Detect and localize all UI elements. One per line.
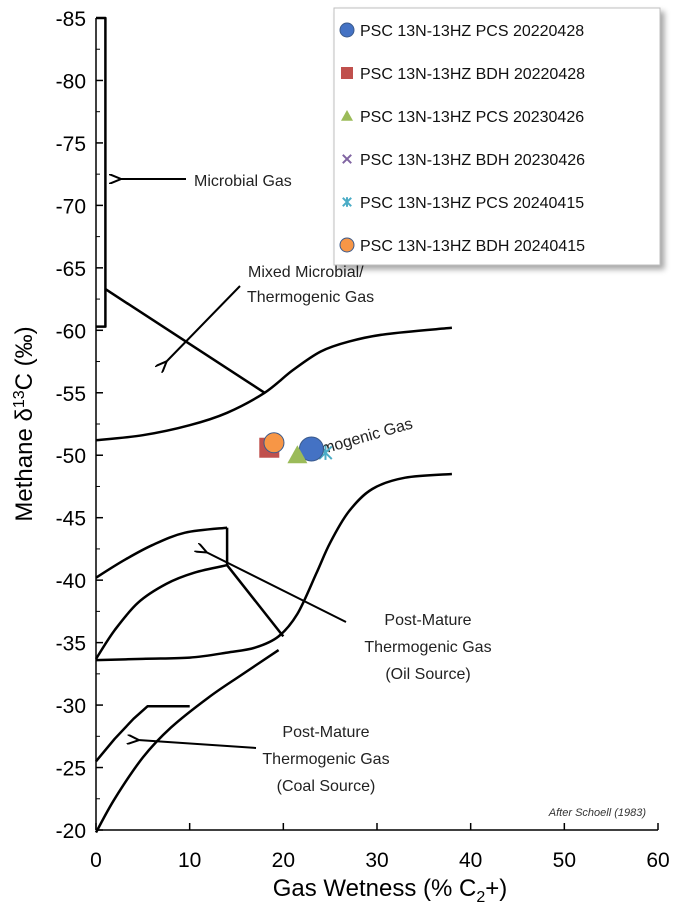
legend-item: PSC 13N-13HZ BDH 20230426 [342, 152, 585, 169]
label-oil-source-line1: Post-Mature [384, 612, 471, 629]
y-tick-label: -80 [56, 70, 86, 93]
label-mixed-gas-line2: Thermogenic Gas [247, 289, 374, 306]
legend-marker [341, 67, 353, 79]
y-axis-title: Methane δ13C (‰) [11, 326, 38, 521]
label-coal-source-line3: (Coal Source) [277, 778, 376, 795]
x-tick-label: 10 [178, 849, 201, 872]
y-tick-label: -45 [56, 508, 86, 531]
coal-field-outer-boundary [94, 649, 280, 834]
y-axis-title-superscript: 13 [11, 390, 28, 408]
oil-field-upper-boundary [95, 526, 228, 579]
mixed-field-line [104, 288, 266, 394]
legend-label: PSC 13N-13HZ PCS 20230426 [360, 109, 584, 126]
legend-item: PSC 13N-13HZ PCS 20240415 [342, 195, 584, 212]
legend-label: PSC 13N-13HZ BDH 20220428 [360, 66, 585, 83]
label-oil-source-line2: Thermogenic Gas [364, 639, 491, 656]
oil-field-inner-boundary [94, 563, 228, 660]
x-tick-label: 60 [646, 849, 669, 872]
arrow-oil-source [206, 552, 347, 623]
label-microbial-gas: Microbial Gas [194, 173, 292, 190]
legend: PSC 13N-13HZ PCS 20220428 PSC 13N-13HZ BD… [333, 7, 661, 266]
label-mixed-gas-line1: Mixed Microbial/ [248, 264, 364, 281]
source-credit: After Schoell (1983) [548, 807, 647, 819]
data-point-series-6 [263, 432, 285, 454]
thermogenic-upper-boundary [95, 326, 453, 442]
y-tick-label: -60 [56, 320, 86, 343]
label-coal-source-line1: Post-Mature [282, 724, 369, 741]
legend-item: PSC 13N-13HZ BDH 20220428 [341, 66, 585, 83]
x-axis-title: Gas Wetness (% C2+) [273, 875, 508, 906]
legend-item: PSC 13N-13HZ PCS 20220428 [339, 22, 584, 40]
coal-field-upper-boundary [95, 705, 190, 763]
legend-marker [339, 22, 355, 38]
y-tick-label: -75 [56, 133, 86, 156]
x-tick-label: 30 [365, 849, 388, 872]
x-tick-label: 20 [272, 849, 295, 872]
y-tick-label: -25 [56, 758, 86, 781]
y-tick-label: -20 [56, 820, 86, 843]
data-point-series-3 [287, 445, 308, 464]
x-axis-title-subscript: 2 [476, 889, 485, 906]
y-tick-label: -55 [56, 383, 86, 406]
legend-label: PSC 13N-13HZ BDH 20230426 [360, 152, 585, 169]
y-axis-title-main: Methane δ [11, 408, 38, 521]
legend-label: PSC 13N-13HZ BDH 20240415 [360, 238, 585, 255]
arrow-mixed [166, 285, 241, 362]
x-tick-label: 50 [553, 849, 576, 872]
legend-box [333, 7, 661, 266]
label-coal-source-line2: Thermogenic Gas [262, 751, 389, 768]
legend-marker [342, 154, 352, 164]
y-axis-title-tail: C (‰) [11, 326, 38, 390]
arrow-coal-source [138, 740, 257, 749]
y-tick-label: -65 [56, 258, 86, 281]
y-ticks: -85 -80 -75 -70 -65 -60 -55 -50 -45 -40 -35 -30 -25 -… [56, 8, 103, 843]
legend-label: PSC 13N-13HZ PCS 20240415 [360, 195, 584, 212]
legend-marker [339, 237, 355, 253]
thermogenic-lower-boundary [95, 472, 452, 662]
marker-x-stroke [342, 154, 352, 164]
annotation-arrows [120, 179, 347, 749]
legend-marker [342, 197, 352, 207]
x-tick-label: 40 [459, 849, 482, 872]
y-tick-label: -40 [56, 570, 86, 593]
x-axis-title-tail: +) [485, 875, 507, 902]
data-points [259, 432, 333, 464]
legend-item: PSC 13N-13HZ BDH 20240415 [339, 237, 585, 255]
y-tick-label: -70 [56, 195, 86, 218]
y-tick-label: -50 [56, 445, 86, 468]
y-tick-label: -35 [56, 633, 86, 656]
y-tick-label: -85 [56, 8, 86, 31]
label-oil-source-line3: (Oil Source) [385, 666, 470, 683]
field-boundaries [94, 16, 453, 834]
legend-item: PSC 13N-13HZ PCS 20230426 [341, 109, 584, 126]
x-axis-title-main: Gas Wetness (% C [273, 875, 477, 902]
x-tick-label: 0 [90, 849, 102, 872]
y-tick-label: -30 [56, 695, 86, 718]
legend-marker [341, 110, 353, 121]
x-ticks: 0 10 20 30 40 50 60 [90, 823, 670, 872]
legend-label: PSC 13N-13HZ PCS 20220428 [360, 23, 584, 40]
oil-field-diagonal [226, 564, 285, 638]
